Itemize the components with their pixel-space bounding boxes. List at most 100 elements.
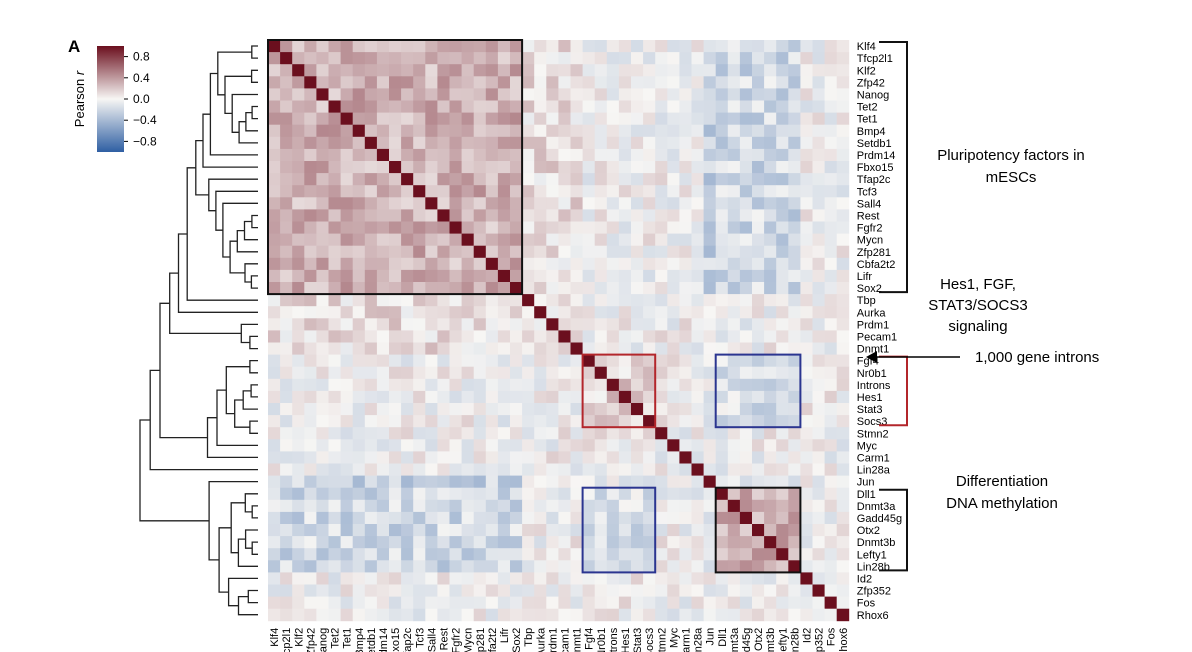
heatmap-cell	[582, 257, 596, 271]
heatmap-cell	[582, 524, 596, 537]
heatmap-cell	[328, 76, 341, 89]
heatmap-cell	[425, 560, 438, 573]
heatmap-cell	[788, 403, 801, 416]
row-label: Dnmt3a	[857, 501, 896, 513]
heatmap-cell	[485, 161, 499, 174]
heatmap-cell	[824, 64, 838, 77]
heatmap-cell	[715, 100, 729, 113]
heatmap-cell	[280, 511, 293, 525]
heatmap-cell	[739, 451, 753, 464]
heatmap-cell	[643, 390, 656, 404]
heatmap-cell	[788, 487, 801, 501]
heatmap-cell	[643, 403, 656, 416]
heatmap-cell	[836, 257, 850, 271]
heatmap-cell	[449, 354, 462, 368]
heatmap-cell	[764, 136, 777, 150]
heatmap-cell	[824, 233, 838, 247]
heatmap-cell	[268, 161, 281, 174]
heatmap-cell	[703, 40, 717, 53]
heatmap-cell	[352, 221, 366, 234]
heatmap-cell	[280, 52, 293, 65]
heatmap-cell	[800, 560, 813, 573]
heatmap-cell	[691, 294, 704, 307]
heatmap-cell	[268, 463, 281, 476]
heatmap-cell	[522, 173, 535, 186]
heatmap-cell	[824, 294, 838, 307]
heatmap-cell	[812, 221, 825, 234]
heatmap-cell	[715, 306, 729, 319]
heatmap-cell	[752, 378, 765, 392]
heatmap-cell	[594, 269, 608, 283]
heatmap-cell	[534, 148, 547, 162]
heatmap-cell	[752, 209, 765, 222]
heatmap-cell	[679, 415, 692, 428]
heatmap-cell	[836, 342, 850, 355]
heatmap-cell	[473, 475, 487, 489]
colorbar-tick-label: 0.4	[133, 71, 150, 85]
heatmap-cell	[788, 390, 801, 404]
heatmap-cell	[752, 463, 765, 476]
heatmap-cell	[364, 124, 378, 138]
heatmap-cell	[570, 499, 583, 513]
heatmap-cell	[522, 475, 535, 489]
heatmap-cell	[522, 221, 535, 234]
heatmap-cell	[739, 596, 753, 610]
heatmap-cell	[449, 197, 462, 210]
heatmap-cell	[401, 124, 414, 138]
heatmap-cell	[364, 318, 378, 331]
heatmap-cell	[788, 366, 801, 380]
heatmap-cell	[473, 257, 487, 271]
heatmap-cell	[727, 161, 741, 174]
heatmap-cell	[389, 524, 402, 537]
heatmap-cell	[570, 390, 583, 404]
heatmap-cell	[413, 499, 426, 513]
heatmap-cell	[268, 499, 281, 513]
heatmap-cell	[340, 161, 354, 174]
heatmap-cell	[522, 415, 535, 428]
heatmap-cell	[776, 88, 789, 101]
heatmap-cell	[643, 112, 656, 126]
heatmap-cell	[292, 209, 305, 222]
heatmap-cell	[340, 342, 354, 355]
heatmap-cell	[413, 52, 426, 65]
heatmap-cell	[510, 197, 523, 210]
heatmap-cell	[413, 185, 426, 198]
heatmap-cell	[558, 76, 571, 89]
heatmap-cell	[558, 221, 571, 234]
heatmap-cell	[546, 584, 559, 597]
heatmap-cell	[618, 136, 632, 150]
heatmap-cell	[425, 390, 438, 404]
heatmap-cell	[304, 221, 317, 234]
heatmap-cell	[606, 439, 620, 452]
heatmap-cell	[776, 524, 789, 537]
heatmap-cell	[655, 269, 668, 283]
heatmap-cell	[812, 52, 825, 65]
heatmap-cell	[485, 76, 499, 89]
heatmap-cell	[376, 112, 390, 126]
heatmap-cell	[691, 221, 704, 234]
heatmap-cell	[800, 88, 813, 101]
heatmap-cell	[667, 76, 680, 89]
heatmap-cell	[752, 197, 765, 210]
heatmap-cell	[715, 76, 729, 89]
heatmap-cell	[631, 64, 644, 77]
heatmap-cell	[618, 354, 632, 368]
heatmap-cell	[752, 487, 765, 501]
column-label: Prdm14	[378, 628, 390, 652]
row-label: Lifr	[857, 271, 873, 283]
heatmap-cell	[764, 584, 777, 597]
heatmap-cell	[389, 136, 402, 150]
heatmap-cell	[800, 378, 813, 392]
heatmap-cell	[292, 524, 305, 537]
heatmap-cell	[510, 366, 523, 380]
heatmap-cell	[703, 209, 717, 222]
heatmap-cell	[413, 608, 426, 622]
heatmap-cell	[631, 318, 644, 331]
heatmap-cell	[328, 233, 341, 247]
heatmap-cell	[340, 197, 354, 210]
heatmap-cell	[510, 173, 523, 186]
heatmap-cell	[376, 330, 390, 343]
heatmap-cell	[558, 439, 571, 452]
heatmap-cell	[836, 306, 850, 319]
heatmap-cell	[764, 572, 777, 585]
